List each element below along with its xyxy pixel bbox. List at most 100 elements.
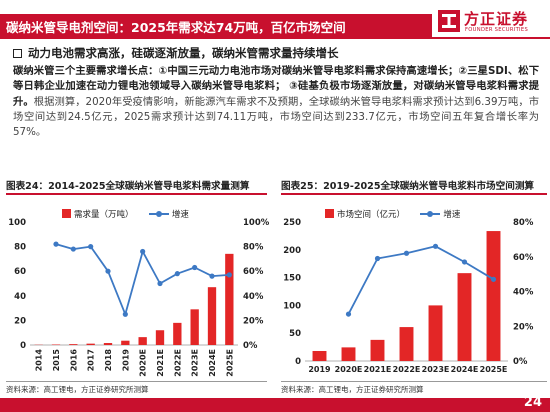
header-bar: 碳纳米管导电剂空间：2025年需求达74万吨，百亿市场空间 — [0, 0, 550, 37]
chart1-bar — [121, 340, 130, 345]
chart2-growth-point — [490, 276, 497, 282]
paragraph-bold: 碳纳米管三个主要需求增长点：①中国三元动力电池市场对碳纳米管导电浆料需求保持高速… — [13, 65, 539, 108]
chart1-growth-point — [53, 241, 59, 247]
chart2-y-left-tick: 200 — [283, 246, 301, 256]
legend-bar-label: 市场空间（亿元） — [337, 210, 406, 220]
chart1-y-left-tick: 60 — [14, 267, 26, 277]
chart2-bar — [428, 305, 443, 361]
chart2-bar — [370, 339, 385, 361]
chart2-x-tick: 2023E — [422, 365, 450, 374]
figure-25-source: 资料来源：高工锂电，方正证券研究所测算 — [281, 385, 424, 394]
chart2-growth-point — [374, 255, 381, 262]
chart1-bar — [155, 330, 165, 345]
chart1-growth-point — [192, 264, 198, 271]
chart1-bar — [225, 253, 234, 345]
chart2-x-tick: 2024E — [451, 365, 479, 374]
footer-bar — [0, 398, 550, 412]
figure-24-title: 图表24：2014-2025全球碳纳米管导电浆料需求量测算 — [6, 181, 250, 192]
page-number: 24 — [523, 395, 542, 410]
chart2-growth-line — [347, 245, 494, 315]
page-title: 碳纳米管导电剂空间：2025年需求达74万吨，百亿市场空间 — [6, 20, 346, 35]
chart1-bar — [173, 322, 182, 345]
title-banner — [0, 14, 432, 37]
chart2-x-tick: 2019 — [308, 365, 331, 374]
chart1-growth-point — [157, 280, 163, 287]
chart1-growth-point — [122, 311, 128, 317]
company-logo: 方正证券 FOUNDER SECURITIES — [438, 8, 548, 38]
chart2-y-left-tick: 0 — [295, 357, 301, 367]
legend-line-label: 增速 — [443, 210, 461, 220]
chart2-y-left-tick: 250 — [283, 218, 301, 228]
chart1-legend: 需求量（万吨） 增速 — [62, 208, 189, 220]
chart2-x-tick: 2021E — [364, 365, 392, 374]
chart1-y-right-tick: 80% — [243, 243, 264, 253]
chart2-growth-point — [345, 311, 352, 317]
chart1-growth-line — [55, 243, 230, 316]
chart2-bar — [399, 327, 414, 361]
paragraph-normal: 根据测算，2020年受疫情影响，新能源汽车需求不及预期，全球碳纳米管导电浆料需求… — [13, 95, 539, 139]
chart2-y-left-tick: 100 — [283, 301, 301, 311]
chart1-y-right-tick: 20% — [243, 316, 264, 326]
chart1-growth-point — [174, 271, 180, 277]
chart1-y-right-tick: 40% — [243, 292, 264, 302]
chart1-bar — [138, 337, 147, 345]
figure-24-source: 资料来源：高工锂电，方正证券研究所测算 — [6, 385, 149, 394]
logo-english: FOUNDER SECURITIES — [465, 27, 529, 33]
chart1-growth-point — [140, 248, 146, 255]
chart1-x-tick: 2020E — [139, 349, 148, 377]
chart2-x-tick: 2025E — [480, 365, 508, 374]
chart1-x-tick: 2024E — [208, 349, 217, 377]
chart1-y-left-tick: 0 — [20, 341, 26, 351]
chart1-bar — [86, 343, 95, 345]
chart1-bar — [103, 343, 113, 345]
chart2-y-left-tick: 150 — [283, 274, 301, 284]
legend-line-swatch — [420, 211, 441, 217]
chart1-x-tick: 2022E — [173, 349, 182, 377]
chart1-bar — [207, 287, 217, 345]
chart1-y-left-tick: 20 — [14, 316, 26, 326]
body-paragraph: 碳纳米管三个主要需求增长点：①中国三元动力电池市场对碳纳米管导电浆料需求保持高速… — [13, 64, 539, 140]
legend-bar-swatch — [325, 209, 334, 218]
figure-24-underline — [6, 193, 267, 195]
chart1-y-left-tick: 100 — [8, 218, 26, 228]
chart1-y-right-tick: 0% — [243, 341, 258, 351]
chart1-growth-point — [226, 272, 232, 278]
legend-bar-label: 需求量（万吨） — [74, 210, 134, 220]
chart2-bar — [312, 350, 327, 361]
section-heading-text: 动力电池需求高涨，硅碳逐渐放量，碳纳米管需求量持续增长 — [28, 46, 339, 60]
legend-bar-swatch — [62, 209, 71, 218]
chart2-growth-point — [432, 243, 439, 249]
chart2-y-right-tick: 0% — [513, 357, 528, 367]
chart2-x-tick: 2022E — [393, 365, 421, 374]
legend-line-label: 增速 — [171, 210, 189, 220]
source-divider — [281, 381, 547, 382]
source-divider — [6, 381, 267, 382]
title-underline — [0, 37, 550, 39]
section-heading: 动力电池需求高涨，硅碳逐渐放量，碳纳米管需求量持续增长 — [13, 45, 339, 61]
chart2-y-left-tick: 50 — [289, 329, 301, 339]
chart1-y-right-tick: 60% — [243, 267, 264, 277]
chart2-y-right-tick: 20% — [513, 322, 534, 332]
chart1-x-tick: 2017 — [87, 349, 96, 371]
chart1-x-tick: 2021E — [156, 349, 165, 377]
chart1-y-right-tick: 100% — [243, 218, 270, 228]
chart1-growth-point — [70, 246, 76, 252]
chart2-y-right-tick: 80% — [513, 218, 534, 228]
chart1-x-tick: 2023E — [191, 349, 200, 377]
chart1-bar — [69, 344, 78, 345]
chart2-x-tick: 2020E — [335, 365, 363, 374]
chart2-growth-point — [403, 250, 410, 256]
chart1-growth-point — [88, 244, 94, 250]
chart1-y-left-tick: 80 — [14, 243, 26, 253]
chart2-y-right-tick: 60% — [513, 253, 534, 263]
figure-25-title: 图表25：2019-2025全球碳纳米管导电浆料市场空间测算 — [281, 181, 535, 192]
chart2-growth-point — [461, 259, 468, 265]
square-bullet-icon — [13, 49, 22, 58]
chart1-growth-point — [105, 268, 111, 274]
chart2-bar — [486, 231, 501, 361]
chart1-x-tick: 2018 — [104, 349, 113, 372]
chart2-bar — [457, 273, 472, 361]
chart1-growth-point — [209, 273, 215, 279]
chart1-bar — [190, 309, 199, 345]
